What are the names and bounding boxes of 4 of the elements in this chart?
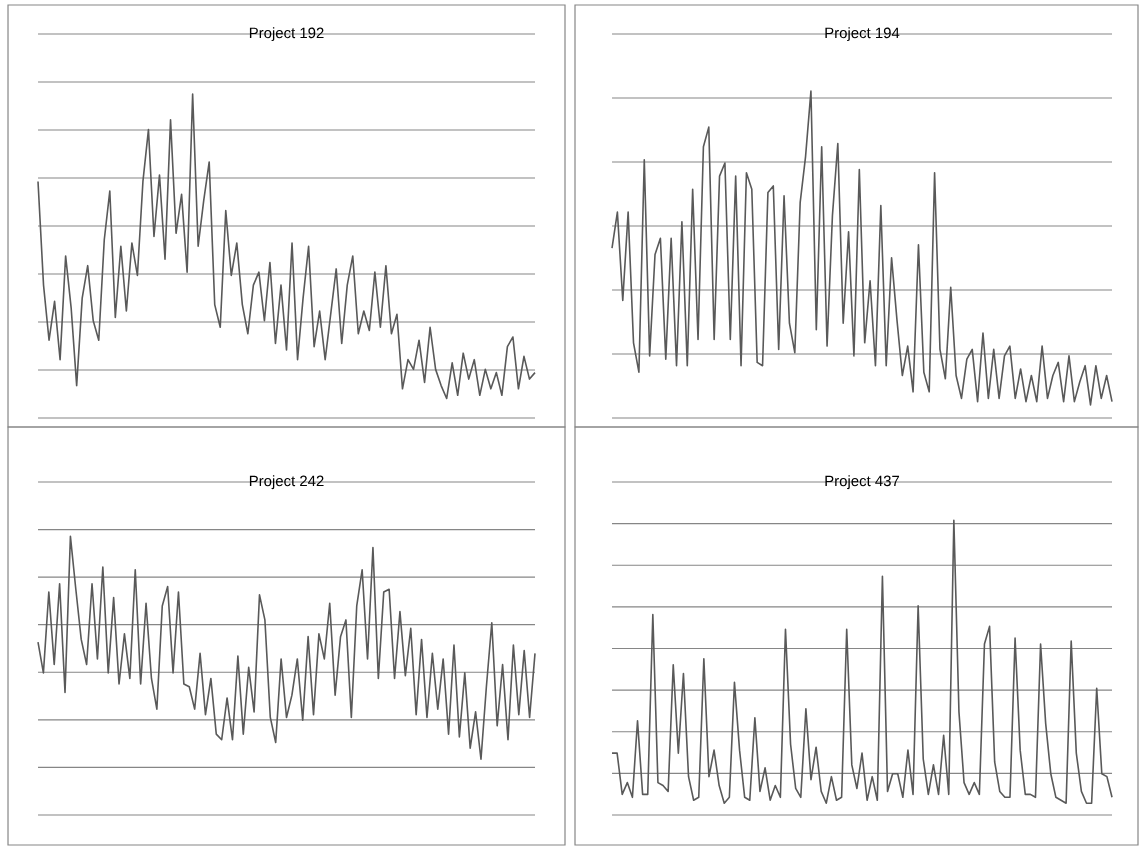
- chart-title: Project 242: [249, 475, 324, 490]
- chart-title: Project 437: [825, 475, 900, 490]
- chart-title: Project 192: [249, 27, 324, 42]
- chart-title: Project 194: [825, 27, 900, 42]
